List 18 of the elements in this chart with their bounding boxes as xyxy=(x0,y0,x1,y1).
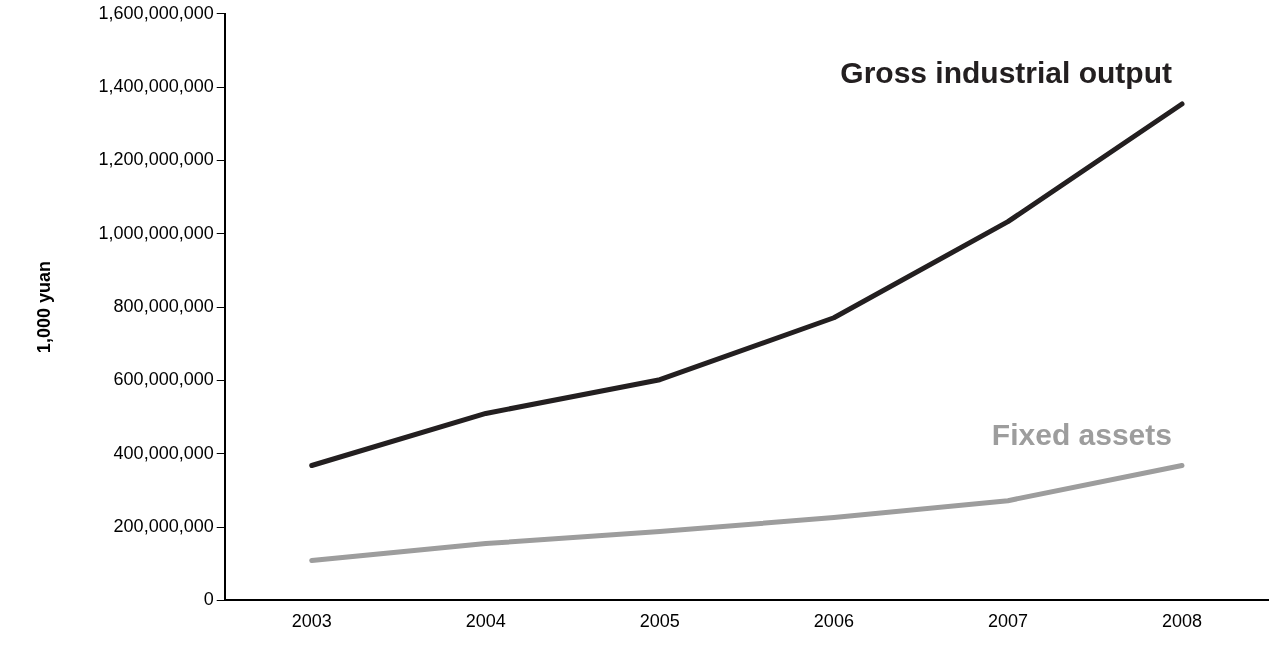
y-axis-title: 1,000 yuan xyxy=(33,261,54,354)
y-tick-label: 800,000,000 xyxy=(113,296,214,317)
x-tick-label: 2007 xyxy=(987,611,1028,632)
y-tick-label: 1,000,000,000 xyxy=(98,222,214,243)
x-tick-label: 2006 xyxy=(813,611,854,632)
y-tick-label: 600,000,000 xyxy=(113,369,214,390)
x-tick-label: 2004 xyxy=(465,611,506,632)
y-tick-label: 1,400,000,000 xyxy=(98,76,214,97)
y-tick-label: 1,200,000,000 xyxy=(98,149,214,170)
x-tick-label: 2005 xyxy=(639,611,680,632)
y-tick-label: 0 xyxy=(203,589,214,610)
y-tick-label: 400,000,000 xyxy=(113,442,214,463)
x-tick-label: 2008 xyxy=(1161,611,1202,632)
series-label: Fixed assets xyxy=(991,417,1172,451)
series-label: Gross industrial output xyxy=(840,56,1172,90)
x-tick-label: 2003 xyxy=(291,611,332,632)
y-tick-label: 200,000,000 xyxy=(113,516,214,537)
y-tick-label: 1,600,000,000 xyxy=(98,2,214,23)
